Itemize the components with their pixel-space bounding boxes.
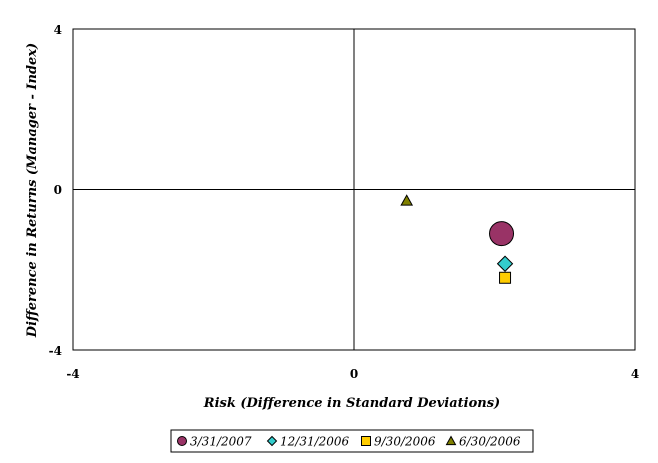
legend-box xyxy=(170,429,534,453)
legend-marker-triangle xyxy=(445,435,457,446)
legend-label: 9/30/2006 xyxy=(374,435,436,449)
y-tick-label: 4 xyxy=(54,23,62,37)
y-tick-label: 0 xyxy=(54,183,62,197)
x-tick-label: -4 xyxy=(66,367,79,381)
x-tick-label: 4 xyxy=(631,367,639,381)
legend-marker-circle xyxy=(177,436,187,446)
data-markers xyxy=(400,194,515,284)
legend-label: 3/31/2007 xyxy=(190,435,252,449)
x-axis-title: Risk (Difference in Standard Deviations) xyxy=(203,396,500,411)
legend: 3/31/2007 12/31/2006 9/30/2006 6/30/2006 xyxy=(177,435,521,449)
data-point-diamond xyxy=(496,255,514,272)
legend-label: 6/30/2006 xyxy=(459,435,521,449)
legend-marker-diamond xyxy=(266,435,278,447)
legend-marker-square xyxy=(361,436,371,446)
legend-label: 12/31/2006 xyxy=(280,435,350,449)
data-point-circle xyxy=(489,221,515,247)
data-point-square xyxy=(499,271,512,284)
x-tick-label: 0 xyxy=(350,367,358,381)
data-point-triangle xyxy=(400,194,414,206)
y-tick-label: -4 xyxy=(49,344,62,358)
y-axis-title: Difference in Returns (Manager - Index) xyxy=(25,43,40,338)
